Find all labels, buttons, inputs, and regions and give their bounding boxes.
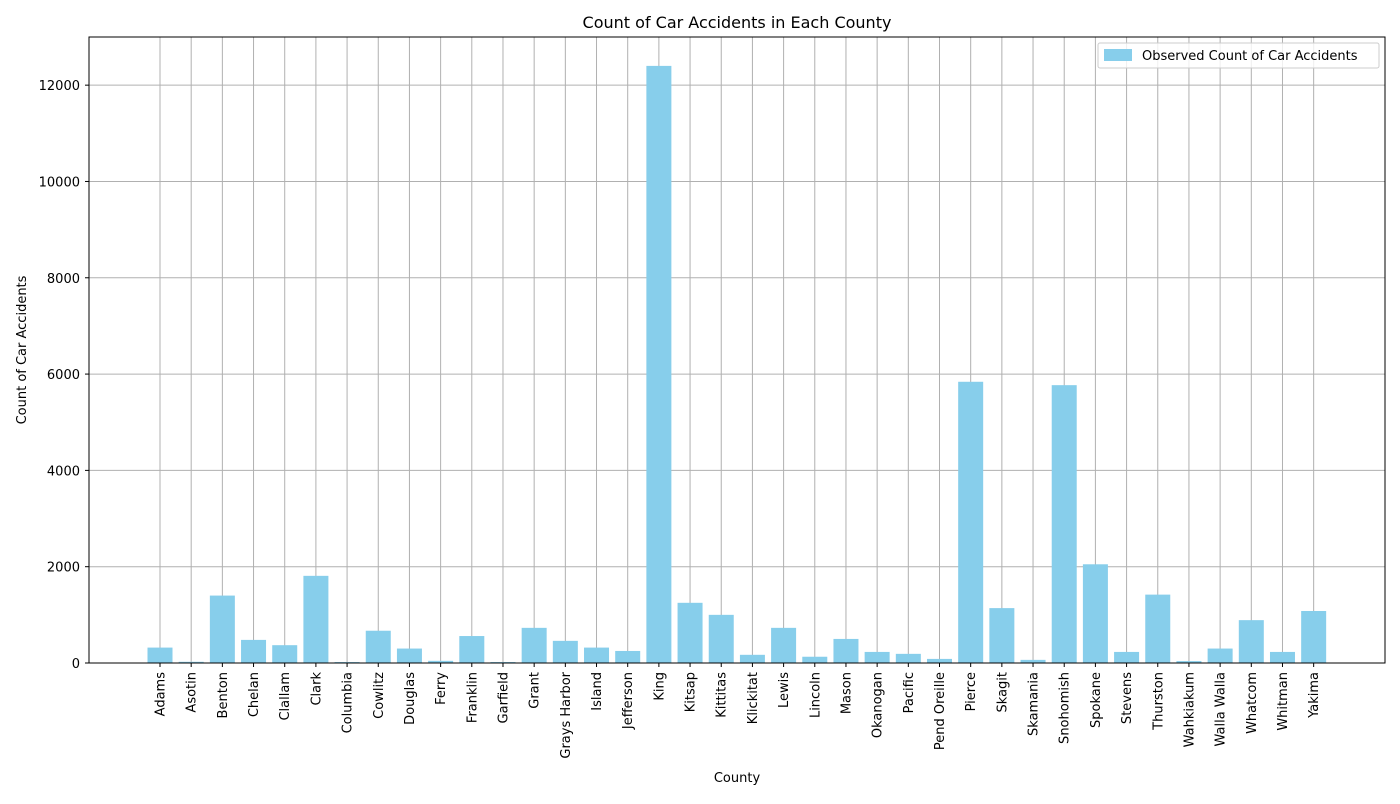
x-tick-label: Thurston [1151,672,1166,731]
x-tick-label: Okanogan [871,672,886,738]
bar [864,651,890,663]
bar [396,648,422,663]
bar [1051,385,1077,663]
bar [1114,651,1140,663]
bar [1145,594,1171,663]
bar [1082,564,1108,663]
bar [521,627,547,663]
legend-box [1097,42,1380,69]
bar [552,640,578,663]
x-tick-label: Pierce [964,672,979,711]
bar [209,595,235,663]
bar [178,661,204,663]
bar [739,654,765,663]
x-tick-label: Lewis [777,672,792,708]
y-tick-label: 4000 [47,464,80,479]
x-tick-label: Skamania [1027,672,1042,736]
x-tick-label: Adams [154,672,169,717]
x-tick-label: Grant [528,672,543,709]
x-tick-label: Walla Walla [1214,672,1229,747]
y-tick-label: 0 [72,657,80,672]
x-tick-label: Mason [839,672,854,714]
x-tick-label: Clark [309,672,324,706]
x-tick-label: Kitsap [684,672,699,712]
bar [615,650,641,663]
x-tick-label: Snohomish [1058,672,1073,744]
x-tick-label: Island [590,672,605,711]
grid-lines [89,37,1385,664]
bar [365,630,391,663]
bar [646,65,672,663]
x-tick-label: Pend Oreille [933,672,948,750]
x-tick-label: Spokane [1089,672,1104,728]
bar [677,602,703,663]
bar [771,627,797,663]
bar [833,638,859,663]
bar [802,656,828,663]
bar [584,647,610,663]
x-tick-label: Yakima [1307,672,1322,719]
x-tick-label: Stevens [1120,672,1135,724]
x-tick-label: Klickitat [746,672,761,724]
y-tick-label: 12000 [39,79,80,94]
bar [1020,659,1046,663]
plot-frame [88,36,1386,664]
x-tick-label: Asotin [185,672,200,713]
legend: Observed Count of Car Accidents [1097,42,1380,69]
bar [708,614,734,663]
y-tick-label: 8000 [47,272,80,287]
bar [241,639,267,663]
bar [272,645,298,663]
x-tick-label: Clallam [278,672,293,721]
x-tick-label: Wahkiakum [1182,672,1197,747]
bar [958,381,984,663]
x-tick-label: Jefferson [621,672,636,730]
bars [147,65,1327,663]
x-tick-label: Whitman [1276,672,1291,731]
bar [1269,651,1295,663]
x-tick-label: Cowlitz [372,672,387,719]
x-tick-label: Ferry [434,672,449,705]
bar [989,608,1015,663]
bar [1207,648,1233,663]
x-tick-label: Whatcom [1245,672,1260,734]
x-tick-label: Lincoln [808,672,823,718]
bar [1238,620,1264,663]
x-tick-label: Garfield [496,672,511,723]
x-tick-label: Douglas [403,672,418,725]
x-tick-label: Kittitas [715,672,730,718]
y-tick-label: 6000 [47,368,80,383]
x-tick-label: King [652,672,667,701]
x-tick-label: Chelan [247,672,262,717]
bar [1301,610,1327,663]
legend-label: Observed Count of Car Accidents [1142,49,1358,64]
legend-swatch [1104,49,1132,61]
x-tick-label: Skagit [995,672,1010,712]
x-tick-label: Franklin [465,672,480,723]
x-tick-label: Grays Harbor [559,671,574,758]
bar [147,647,173,663]
x-tick-label: Pacific [902,672,917,713]
bar [428,660,454,663]
chart-title: Count of Car Accidents in Each County [583,13,892,32]
x-tick-label: Columbia [341,672,356,733]
y-tick-label: 10000 [39,175,80,190]
bar [303,575,329,663]
x-axis-label: County [714,771,761,786]
y-tick-label: 2000 [47,561,80,576]
bar [459,636,485,663]
x-tick-label: Benton [216,672,231,718]
bar [927,658,952,663]
y-axis-label: Count of Car Accidents [15,275,30,424]
bar [895,653,921,663]
axis-ticks: 0 2000 4000 6000 8000 10000 12000 Adams Asotin Be… [39,79,1323,758]
bar [1176,661,1202,663]
